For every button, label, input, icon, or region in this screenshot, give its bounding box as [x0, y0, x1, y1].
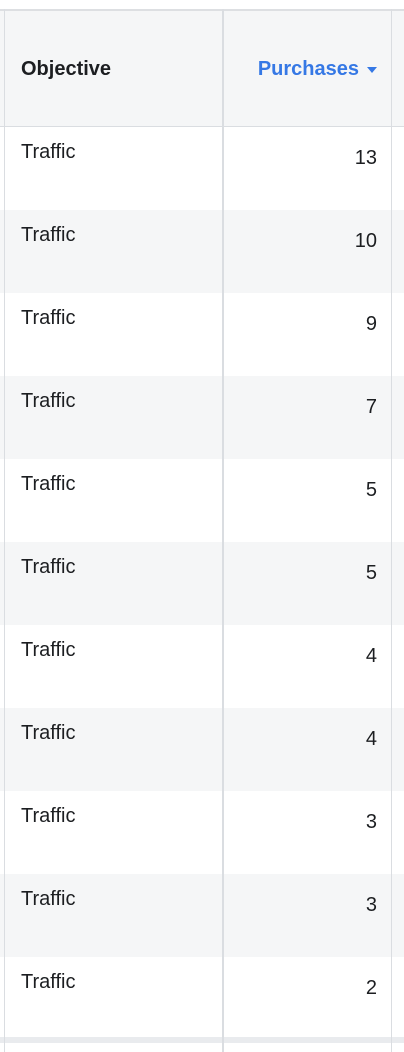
column-divider-left [4, 9, 5, 1052]
table-top-border [0, 9, 404, 11]
purchases-cell: 5 [365, 562, 377, 584]
purchases-cell: 3 [365, 894, 377, 916]
purchases-cell: 4 [365, 728, 377, 750]
purchases-cell: 5 [365, 479, 377, 501]
table-row[interactable]: Traffic 5 [0, 459, 404, 542]
column-divider-right[interactable] [391, 9, 392, 1052]
sort-down-icon[interactable] [367, 67, 377, 73]
table-row[interactable]: Traffic 5 [0, 542, 404, 625]
purchases-cell: 10 [354, 230, 377, 252]
purchases-cell: 9 [365, 313, 377, 335]
objective-cell: Traffic [21, 390, 76, 412]
table-row[interactable]: Traffic 3 [0, 874, 404, 957]
table-row[interactable]: Traffic 7 [0, 376, 404, 459]
objective-cell: Traffic [21, 224, 76, 246]
table-row[interactable]: Traffic 3 [0, 791, 404, 874]
objective-cell: Traffic [21, 473, 76, 495]
table-row[interactable]: Traffic 2 [0, 957, 404, 1040]
objective-cell: Traffic [21, 722, 76, 744]
objective-cell: Traffic [21, 141, 76, 163]
objective-cell: Traffic [21, 307, 76, 329]
table-row[interactable]: Traffic 9 [0, 293, 404, 376]
table-row[interactable]: Traffic 10 [0, 210, 404, 293]
table-header: Objective Purchases [0, 11, 404, 127]
table-row[interactable]: Traffic 13 [0, 127, 404, 210]
objective-cell: Traffic [21, 639, 76, 661]
table-row[interactable]: Traffic 4 [0, 625, 404, 708]
purchases-cell: 2 [365, 977, 377, 999]
purchases-cell: 4 [365, 645, 377, 667]
table-body: Traffic 13 Traffic 10 Traffic 9 Traffic … [0, 127, 404, 1040]
purchases-cell: 13 [354, 147, 377, 169]
column-header-purchases-label: Purchases [257, 57, 359, 80]
column-header-purchases[interactable]: Purchases [224, 11, 377, 127]
table-bottom-scrollbar[interactable] [0, 1037, 404, 1043]
column-header-objective[interactable]: Objective [21, 11, 211, 127]
column-header-objective-label: Objective [21, 57, 112, 80]
objective-cell: Traffic [21, 556, 76, 578]
purchases-cell: 3 [365, 811, 377, 833]
objective-cell: Traffic [21, 805, 76, 827]
objective-cell: Traffic [21, 971, 76, 993]
table-row[interactable]: Traffic 4 [0, 708, 404, 791]
objective-cell: Traffic [21, 888, 76, 910]
purchases-cell: 7 [365, 396, 377, 418]
column-divider-middle[interactable] [222, 9, 224, 1052]
